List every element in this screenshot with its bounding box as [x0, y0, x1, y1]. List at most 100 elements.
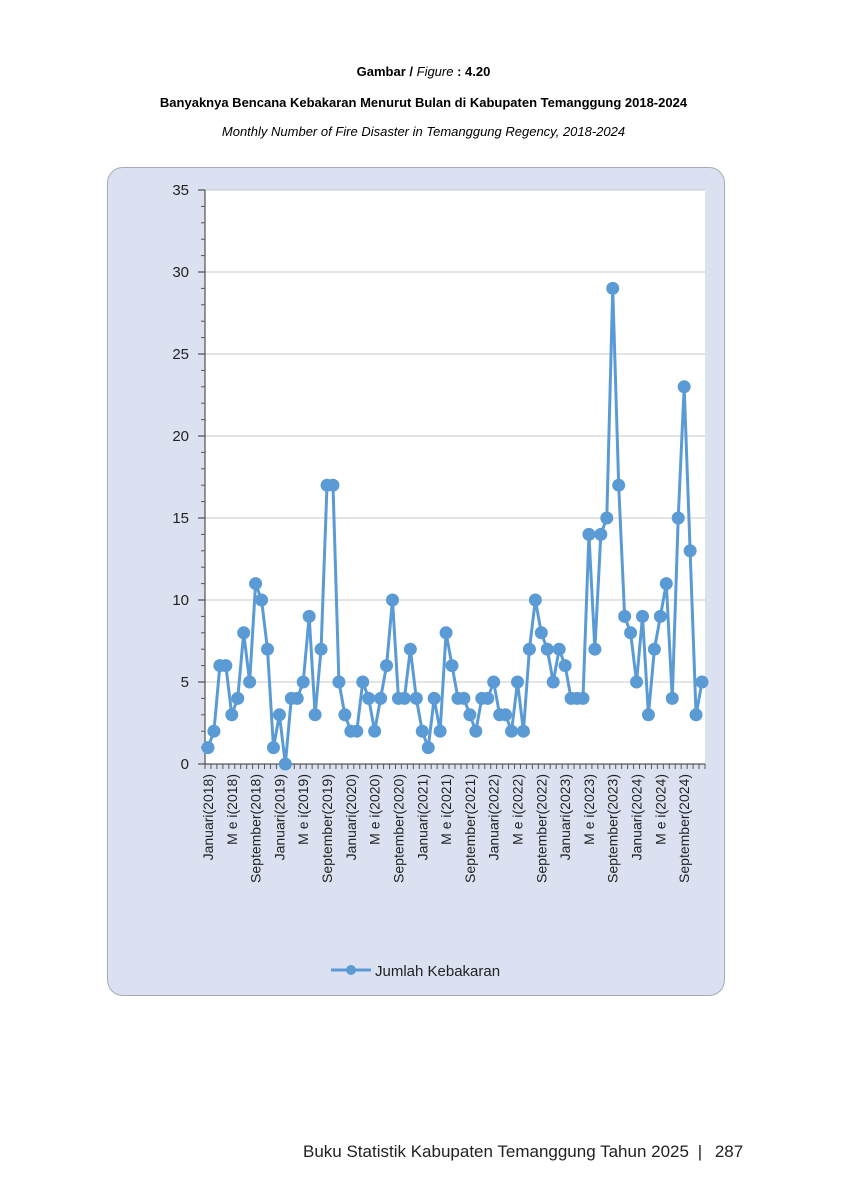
data-point — [588, 642, 602, 656]
data-point — [522, 642, 536, 656]
x-tick-label: Januari(2022) — [486, 774, 502, 860]
x-tick-label: M e i(2023) — [581, 774, 597, 845]
data-point — [427, 691, 441, 705]
x-tick-label: September(2023) — [605, 774, 621, 883]
x-tick-label: M e i(2019) — [295, 774, 311, 845]
data-point — [630, 675, 644, 689]
y-axis-ticks: 0 5 10 15 20 25 30 35 — [172, 182, 205, 773]
data-point — [653, 609, 667, 623]
data-point — [308, 708, 322, 722]
legend-marker — [346, 965, 356, 975]
data-point — [499, 708, 513, 722]
data-point — [356, 675, 370, 689]
y-tick-label: 20 — [172, 428, 189, 445]
gridlines — [205, 189, 705, 683]
data-point — [261, 642, 274, 656]
data-point — [618, 609, 632, 623]
x-tick-label: Januari(2021) — [414, 774, 430, 860]
data-point — [582, 527, 596, 541]
data-point — [528, 593, 542, 607]
data-point — [659, 577, 673, 591]
data-point — [302, 609, 316, 623]
data-point — [689, 708, 703, 722]
x-tick-label: M e i(2024) — [652, 774, 668, 845]
data-point — [469, 724, 483, 738]
data-point — [409, 691, 423, 705]
data-point — [516, 724, 530, 738]
data-point — [201, 741, 215, 755]
data-point — [576, 691, 590, 705]
data-point — [665, 691, 679, 705]
x-tick-label: Januari(2018) — [200, 774, 216, 860]
data-point — [249, 577, 263, 591]
data-point — [457, 691, 471, 705]
data-point — [296, 675, 310, 689]
data-point — [332, 675, 346, 689]
data-point — [552, 642, 566, 656]
footer-separator: | — [697, 1142, 703, 1161]
data-point — [606, 281, 620, 295]
data-point — [439, 626, 453, 640]
x-tick-label: M e i(2018) — [224, 774, 240, 845]
x-tick-label: September(2022) — [533, 774, 549, 883]
data-point — [350, 724, 364, 738]
x-tick-label: M e i(2022) — [510, 774, 526, 845]
data-point — [243, 675, 257, 689]
data-point — [481, 691, 495, 705]
data-point — [290, 691, 304, 705]
data-point — [374, 691, 388, 705]
data-point — [677, 380, 691, 394]
figure-label: Gambar / Figure : 4.20 — [0, 64, 847, 79]
data-point — [219, 659, 233, 673]
data-point — [338, 708, 352, 722]
data-point — [326, 478, 340, 492]
x-axis-ticks: Januari(2018) M e i(2018) September(2018) J… — [200, 764, 706, 883]
chart-title: Banyaknya Bencana Kebakaran Menurut Bula… — [159, 95, 688, 110]
x-tick-label: Januari(2020) — [343, 774, 359, 860]
figure-label-italic: Figure — [416, 64, 454, 79]
data-point — [594, 527, 608, 541]
x-tick-label: September(2024) — [676, 774, 692, 883]
data-point — [231, 691, 245, 705]
legend: Jumlah Kebakaran — [331, 963, 500, 980]
x-tick-label: September(2020) — [390, 774, 406, 883]
figure-number: : 4.20 — [457, 64, 491, 79]
data-point — [671, 511, 685, 525]
y-tick-label: 30 — [172, 264, 189, 281]
chart-subtitle: Monthly Number of Fire Disaster in Teman… — [221, 124, 626, 139]
data-point — [225, 708, 239, 722]
y-tick-label: 15 — [172, 510, 189, 527]
data-point — [207, 724, 221, 738]
data-point — [237, 626, 251, 640]
y-tick-label: 5 — [181, 674, 189, 691]
data-point — [445, 659, 459, 673]
data-point — [314, 642, 328, 656]
data-point — [546, 675, 560, 689]
data-point — [266, 741, 280, 755]
data-point — [612, 478, 626, 492]
data-point — [647, 642, 661, 656]
x-tick-label: Januari(2024) — [629, 774, 645, 860]
data-point — [534, 626, 548, 640]
y-tick-label: 25 — [172, 346, 189, 363]
x-tick-label: September(2019) — [319, 774, 335, 883]
data-point — [624, 626, 638, 640]
x-tick-label: Januari(2019) — [271, 774, 287, 860]
x-tick-label: M e i(2020) — [367, 774, 383, 845]
series-line-jumlah-kebakaran — [206, 286, 704, 766]
data-point — [463, 708, 477, 722]
data-point — [386, 593, 399, 607]
data-point — [505, 724, 519, 738]
data-point — [421, 741, 435, 755]
data-point — [695, 675, 709, 689]
data-point — [540, 642, 554, 656]
data-point — [255, 593, 269, 607]
data-point — [403, 642, 417, 656]
data-point — [600, 511, 614, 525]
figure-label-prefix: Gambar / — [356, 64, 413, 79]
y-tick-label: 0 — [181, 756, 189, 773]
legend-label: Jumlah Kebakaran — [375, 963, 500, 980]
data-point — [397, 691, 411, 705]
x-tick-label: September(2021) — [462, 774, 478, 883]
data-point — [433, 724, 447, 738]
